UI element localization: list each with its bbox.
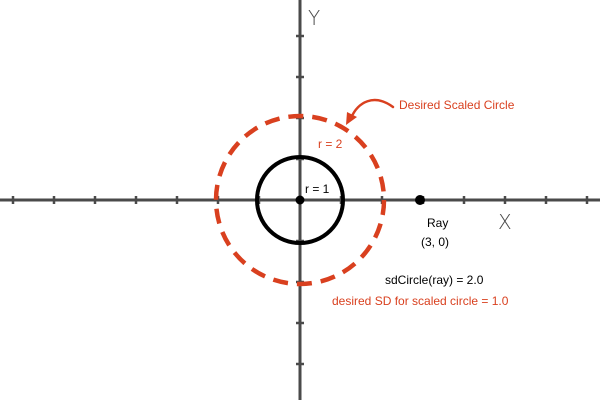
unit-circle [255, 155, 345, 245]
callout-arrow-icon [349, 98, 395, 120]
scaled-circle-radius-label: r = 2 [318, 137, 343, 151]
scaled-circle [213, 113, 387, 287]
ray-label: Ray [427, 216, 448, 230]
sd-circle-annotation: sdCircle(ray) = 2.0 [385, 273, 484, 287]
unit-circle-radius-label: r = 1 [305, 182, 330, 196]
desired-sd-annotation: desired SD for scaled circle = 1.0 [332, 294, 509, 308]
y-axis-label: Y [308, 6, 320, 30]
ray-point [415, 195, 425, 205]
origin-point [295, 195, 305, 205]
scaled-circle-callout: Desired Scaled Circle [399, 98, 515, 112]
x-axis-label: X [498, 210, 512, 234]
callout-arrowhead-icon [346, 112, 357, 125]
ray-coordinates: (3, 0) [421, 235, 449, 249]
